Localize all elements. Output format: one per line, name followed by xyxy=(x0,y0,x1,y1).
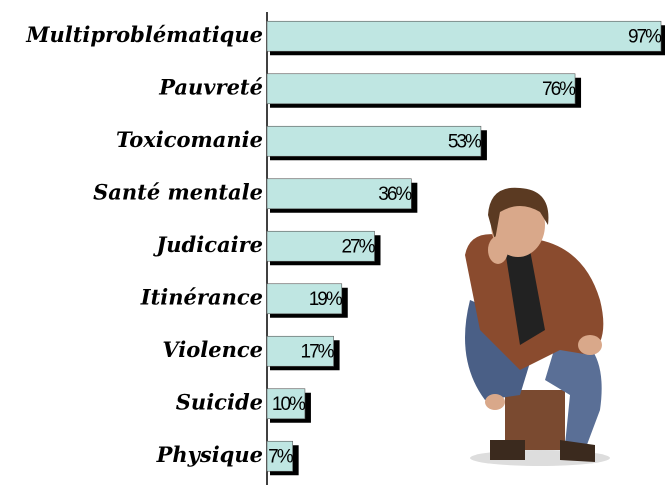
value-label: 19% xyxy=(309,289,343,310)
category-label: Toxicomanie xyxy=(116,127,263,152)
person-illustration xyxy=(465,188,610,466)
value-label: 7% xyxy=(268,446,294,467)
value-label: 53% xyxy=(448,131,482,152)
category-label: Pauvreté xyxy=(158,74,263,99)
value-label: 10% xyxy=(272,394,306,415)
value-label: 17% xyxy=(301,341,335,362)
bar xyxy=(267,74,575,104)
category-label: Santé mentale xyxy=(93,179,263,204)
category-label: Violence xyxy=(162,337,263,362)
category-label: Judicaire xyxy=(152,232,263,257)
category-label: Suicide xyxy=(176,389,263,414)
value-label: 76% xyxy=(542,79,576,100)
chart: Multiproblématique 97% Pauvreté 76% Toxicoma… xyxy=(0,0,665,485)
category-label: Itinérance xyxy=(140,284,263,309)
value-label: 27% xyxy=(341,236,375,257)
bar xyxy=(267,21,661,51)
category-label: Multiproblématique xyxy=(25,22,263,47)
value-label: 36% xyxy=(378,184,412,205)
category-label: Physique xyxy=(156,442,263,467)
value-label: 97% xyxy=(628,26,662,47)
